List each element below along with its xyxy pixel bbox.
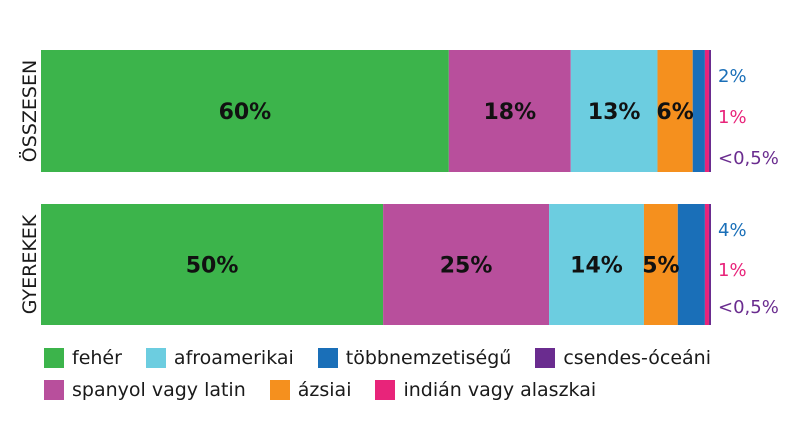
side-label-osszesen-indian-vagy-alaszkai: 1% [718,107,747,128]
bar-gyerekek-azsiai [643,204,678,325]
bar-osszesen-afroamerikai [570,50,658,172]
legend-label: csendes-óceáni [563,347,711,369]
bar-gyerekek-tobbnemzetisegu [677,204,705,325]
legend-label: indián vagy alaszkai [403,379,597,401]
side-label-gyerekek-csendes-oceani: <0,5% [718,297,779,318]
bar-osszesen-indian-vagy-alaszkai [704,50,709,172]
legend-item-csendes-oceani: csendes-óceáni [535,347,711,369]
category-label-gyerekek: GYEREKEK [19,214,41,314]
legend-swatch [44,380,64,400]
stacked-bar-chart: 60% 18% 13% 6% 50% 25% 14% 5% 2% 1% <0,5% 4% 1% <0,5… [18,50,779,325]
legend-row: fehér afroamerikai többnemzetiségű csendes-… [44,342,784,374]
data-label-gyerekek-feher: 50% [186,254,239,279]
legend-label: ázsiai [297,379,352,401]
category-label-osszesen: ÖSSZESEN [18,60,41,162]
bar-osszesen-azsiai [657,50,693,172]
data-labels-layer: 60% 18% 13% 6% 50% 25% 14% 5% [186,100,694,279]
legend-item-azsiai: ázsiai [269,379,352,401]
data-label-osszesen-feher: 60% [219,100,272,125]
legend-swatch [375,380,396,400]
data-label-gyerekek-afroamerikai: 14% [570,254,623,279]
legend-label: fehér [72,347,122,369]
bars-layer [41,50,711,325]
legend-label: többnemzetiségű [345,347,512,369]
bar-osszesen-spanyol-vagy-latin [448,50,571,172]
bar-gyerekek-spanyol-vagy-latin [383,204,550,325]
side-label-gyerekek-indian-vagy-alaszkai: 1% [718,260,747,281]
bar-osszesen-feher [41,50,449,172]
legend-swatch [145,348,166,368]
legend-item-tobbnemzetisegu: többnemzetiségű [317,347,512,369]
bar-gyerekek-afroamerikai [549,204,644,325]
data-label-osszesen-afroamerikai: 13% [588,100,641,125]
data-label-osszesen-azsiai: 6% [656,100,693,125]
legend-item-spanyol-vagy-latin: spanyol vagy latin [44,379,246,401]
bar-osszesen-tobbnemzetisegu [692,50,705,172]
legend-label: afroamerikai [173,347,294,369]
legend: fehér afroamerikai többnemzetiségű csendes-… [44,342,784,406]
legend-item-indian-vagy-alaszkai: indián vagy alaszkai [375,379,596,401]
legend-swatch [44,348,64,368]
data-label-gyerekek-azsiai: 5% [642,254,679,279]
data-label-osszesen-spanyol-vagy-latin: 18% [483,100,536,125]
legend-item-afroamerikai: afroamerikai [145,347,294,369]
side-labels-layer: 2% 1% <0,5% 4% 1% <0,5% [718,66,779,318]
side-label-gyerekek-tobbnemzetisegu: 4% [718,220,747,241]
legend-swatch [317,348,338,368]
legend-label: spanyol vagy latin [72,379,246,401]
bar-gyerekek-csendes-oceani [708,204,711,325]
legend-row: spanyol vagy latin ázsiai indián vagy alas… [44,374,784,406]
side-label-osszesen-csendes-oceani: <0,5% [718,148,779,169]
bar-gyerekek-indian-vagy-alaszkai [704,204,709,325]
side-label-osszesen-tobbnemzetisegu: 2% [718,66,747,87]
bar-osszesen-csendes-oceani [708,50,711,172]
legend-item-feher: fehér [44,347,122,369]
legend-swatch [269,380,290,400]
category-labels-layer: ÖSSZESEN GYEREKEK [18,60,41,314]
bar-gyerekek-feher [41,204,384,325]
legend-swatch [535,348,556,368]
data-label-gyerekek-spanyol-vagy-latin: 25% [440,254,493,279]
